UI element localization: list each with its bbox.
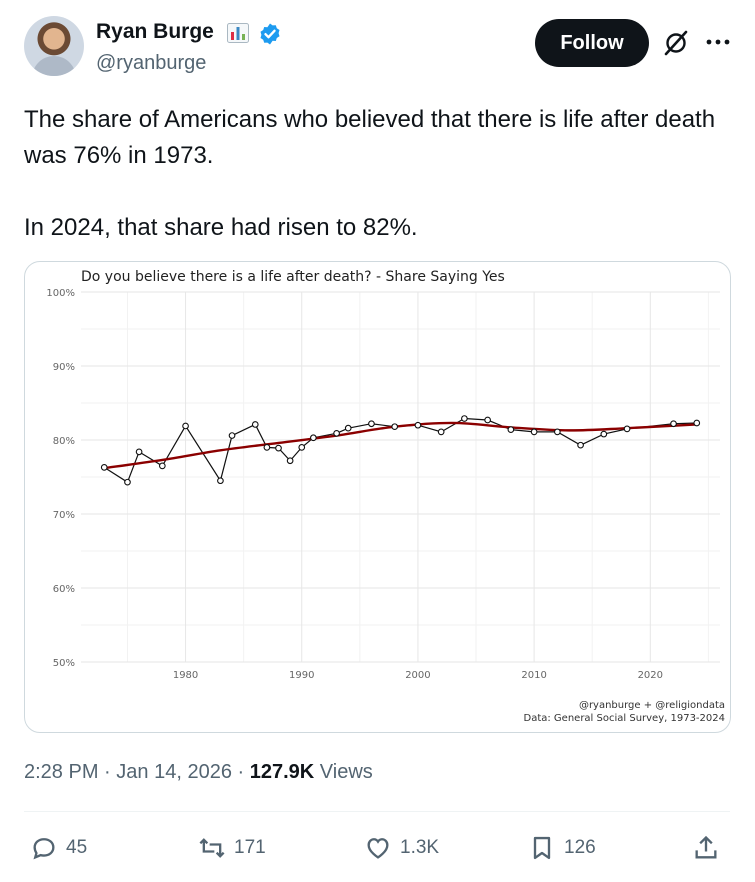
tweet-time[interactable]: 2:28 PM bbox=[24, 761, 99, 783]
data-point bbox=[553, 428, 561, 436]
y-tick-label: 90% bbox=[53, 362, 75, 373]
data-point bbox=[286, 457, 294, 465]
y-tick-label: 80% bbox=[53, 436, 75, 447]
data-point bbox=[333, 429, 340, 437]
data-point bbox=[228, 432, 236, 439]
meta-separator: · bbox=[104, 761, 111, 783]
tweet-text: The share of Americans who believed that… bbox=[24, 106, 716, 241]
data-point bbox=[414, 421, 422, 429]
more-options-icon[interactable] bbox=[705, 35, 731, 49]
bookmark-icon bbox=[533, 836, 551, 860]
repost-button[interactable]: 171 bbox=[198, 833, 266, 863]
data-point bbox=[391, 423, 399, 431]
y-tick-label: 100% bbox=[46, 288, 75, 299]
follow-button[interactable]: Follow bbox=[535, 19, 649, 67]
author-name[interactable]: Ryan Burge bbox=[96, 20, 214, 43]
data-point bbox=[263, 444, 271, 451]
data-point bbox=[670, 420, 677, 428]
share-icon bbox=[695, 835, 717, 859]
data-point bbox=[368, 420, 375, 428]
data-point bbox=[437, 428, 445, 436]
repost-icon bbox=[199, 838, 225, 858]
x-tick-label: 1990 bbox=[289, 670, 314, 681]
y-tick-label: 60% bbox=[53, 584, 75, 595]
data-point bbox=[461, 415, 468, 422]
verified-badge-icon[interactable] bbox=[258, 22, 282, 46]
chart-grid bbox=[81, 291, 720, 663]
x-tick-label: 1980 bbox=[173, 670, 198, 681]
data-point bbox=[158, 462, 166, 470]
views-label: Views bbox=[319, 761, 373, 783]
data-point bbox=[217, 477, 224, 485]
share-button[interactable] bbox=[692, 833, 728, 863]
reply-button[interactable]: 45 bbox=[30, 833, 87, 863]
bookmark-button[interactable]: 126 bbox=[528, 833, 596, 863]
meta-separator: · bbox=[237, 761, 245, 783]
tweet-date[interactable]: Jan 14, 2026 bbox=[116, 761, 232, 783]
heart-icon bbox=[367, 838, 389, 859]
chart-axes: 50% 60% 70% 80% 90% 100% 1980 1990 2000 2010 2020 bbox=[46, 288, 663, 681]
data-point bbox=[484, 416, 491, 424]
data-point bbox=[623, 425, 631, 433]
data-point bbox=[100, 464, 108, 471]
reply-count: 45 bbox=[66, 837, 88, 858]
data-point bbox=[693, 419, 701, 427]
avatar-shirt bbox=[32, 56, 76, 76]
trend-line bbox=[104, 421, 697, 470]
data-point bbox=[577, 441, 584, 449]
reply-icon bbox=[33, 838, 55, 860]
repost-count: 171 bbox=[234, 837, 266, 858]
bookmark-count: 126 bbox=[564, 837, 596, 858]
x-tick-label: 2020 bbox=[638, 670, 663, 681]
data-point bbox=[135, 448, 143, 456]
x-tick-label: 2010 bbox=[521, 670, 546, 681]
chart-image[interactable]: 50% 60% 70% 80% 90% 100% 1980 1990 2000 2010 2020 … bbox=[24, 261, 731, 733]
data-point bbox=[600, 430, 608, 438]
data-point bbox=[507, 426, 515, 433]
data-point bbox=[298, 444, 306, 451]
chart-title: Do you believe there is a life after dea… bbox=[81, 269, 505, 285]
data-point bbox=[124, 478, 131, 486]
data-point bbox=[310, 434, 317, 442]
y-tick-label: 70% bbox=[53, 510, 75, 521]
y-tick-label: 50% bbox=[53, 658, 75, 669]
data-point bbox=[344, 424, 352, 432]
avatar[interactable] bbox=[24, 16, 84, 76]
like-button[interactable]: 1.3K bbox=[364, 833, 439, 863]
data-point bbox=[530, 428, 538, 436]
chart-source: Data: General Social Survey, 1973-2024 bbox=[524, 713, 726, 724]
x-tick-label: 2000 bbox=[405, 670, 430, 681]
views-count: 127.9K bbox=[249, 761, 315, 783]
like-count: 1.3K bbox=[400, 837, 440, 858]
chart-svg: 50%60%70%80%90%100%1980 1990 2000 2010 2020 … bbox=[46, 269, 726, 724]
data-point bbox=[182, 422, 189, 430]
author-handle[interactable]: @ryanburge bbox=[96, 52, 207, 74]
divider bbox=[24, 811, 730, 812]
tweet-meta: 2:28 PM · Jan 14, 2026 · 127.9K Views bbox=[24, 761, 373, 784]
chart-credit: @ryanburge + @religiondata bbox=[579, 700, 725, 711]
grok-icon[interactable] bbox=[663, 30, 689, 56]
bar-chart-emoji-icon bbox=[227, 23, 249, 43]
data-point bbox=[251, 421, 259, 428]
chart-series bbox=[100, 415, 701, 486]
data-point bbox=[275, 444, 282, 452]
